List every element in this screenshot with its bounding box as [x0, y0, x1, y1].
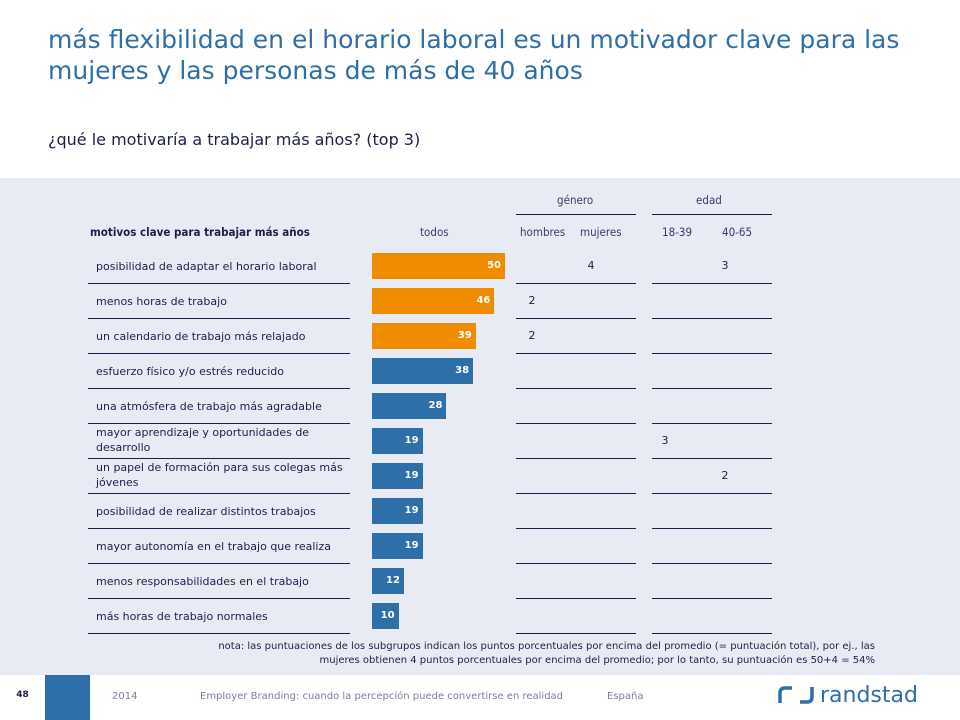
row-divider [652, 388, 772, 389]
row-divider [652, 353, 772, 354]
bar [372, 358, 474, 384]
bar-value-label: 28 [428, 400, 443, 411]
bar-value-label: 12 [385, 575, 400, 586]
header-row-label: motivos clave para trabajar más años [90, 225, 310, 239]
row-divider [88, 563, 350, 564]
subgroup-value-hombres: 2 [528, 294, 536, 307]
bar [372, 428, 423, 454]
row-divider [516, 423, 636, 424]
header-hombres: hombres [520, 225, 566, 239]
row-divider [516, 283, 636, 284]
bar-value-label: 50 [487, 260, 501, 271]
header-mujeres: mujeres [580, 225, 622, 239]
row-divider [652, 563, 772, 564]
bar [372, 533, 423, 559]
row-divider [652, 633, 772, 634]
row-divider [88, 633, 350, 634]
edad-divider [652, 214, 772, 215]
row-label: menos responsabilidades en el trabajo [96, 575, 309, 588]
row-divider [652, 283, 772, 284]
row-label: una atmósfera de trabajo más agradable [96, 400, 322, 413]
row-label: un calendario de trabajo más relajado [96, 330, 306, 343]
row-label: esfuerzo físico y/o estrés reducido [96, 365, 284, 378]
bar-value-label: 19 [404, 540, 419, 551]
question-subtitle: ¿qué le motivaría a trabajar más años? (… [48, 130, 421, 149]
row-divider [516, 388, 636, 389]
row-label: más horas de trabajo normales [96, 610, 268, 623]
footer [0, 675, 960, 720]
row-divider [88, 353, 350, 354]
row-divider [516, 458, 636, 459]
row-divider [516, 598, 636, 599]
subgroup-value-18-39: 3 [661, 434, 669, 447]
header-age-18-39: 18-39 [662, 225, 693, 239]
subgroup-value-40-65: 2 [721, 469, 729, 482]
bar-value-label: 10 [380, 610, 395, 621]
randstad-logo: randstad [778, 680, 918, 710]
row-divider [88, 598, 350, 599]
row-divider [88, 283, 350, 284]
header-edad: edad [696, 193, 722, 207]
row-divider [652, 318, 772, 319]
row-divider [88, 318, 350, 319]
brand-name: randstad [820, 682, 918, 708]
bar-value-label: 39 [457, 330, 472, 341]
footer-document-title: Employer Branding: cuando la percepción … [200, 691, 564, 702]
row-divider [652, 423, 772, 424]
row-divider [652, 493, 772, 494]
row-divider [88, 423, 350, 424]
bar-value-label: 46 [476, 295, 491, 306]
footer-accent-block [45, 675, 90, 720]
row-label: mayor aprendizaje y oportunidades de des… [96, 426, 310, 454]
row-label: mayor autonomía en el trabajo que realiz… [96, 540, 331, 553]
subgroup-value-mujeres: 4 [587, 259, 595, 272]
genero-divider [516, 214, 636, 215]
subgroup-value-hombres: 2 [528, 329, 536, 342]
row-divider [88, 458, 350, 459]
row-divider [652, 528, 772, 529]
footer-year: 2014 [112, 691, 138, 702]
row-divider [516, 563, 636, 564]
bar [372, 288, 495, 314]
row-label: posibilidad de realizar distintos trabaj… [96, 505, 316, 518]
row-divider [88, 528, 350, 529]
bar [372, 463, 423, 489]
row-divider [652, 598, 772, 599]
row-label: menos horas de trabajo [96, 295, 227, 308]
row-divider [516, 528, 636, 529]
header-todos: todos [420, 225, 449, 239]
header-age-40-65: 40-65 [722, 225, 753, 239]
bar-value-label: 19 [404, 435, 419, 446]
page-number: 48 [16, 690, 29, 700]
footnote: nota: las puntuaciones de los subgrupos … [218, 641, 875, 666]
bar [372, 498, 423, 524]
row-divider [516, 318, 636, 319]
randstad-mark-icon [778, 686, 814, 704]
footer-country: España [607, 691, 644, 702]
bar [372, 393, 447, 419]
subgroup-value-40-65: 3 [721, 259, 729, 272]
row-divider [88, 388, 350, 389]
row-divider [88, 493, 350, 494]
bar [372, 323, 476, 349]
bar-value-label: 19 [404, 470, 419, 481]
header-genero: género [557, 193, 594, 207]
row-label: posibilidad de adaptar el horario labora… [96, 260, 317, 273]
row-label: un papel de formación para sus colegas m… [96, 461, 343, 489]
bar [372, 603, 399, 629]
bar-value-label: 38 [455, 365, 470, 376]
bar-value-label: 19 [404, 505, 419, 516]
bar [372, 568, 404, 594]
row-divider [516, 493, 636, 494]
row-divider [516, 353, 636, 354]
page-title: más flexibilidad en el horario laboral e… [48, 25, 900, 85]
bar [372, 253, 505, 279]
row-divider [652, 458, 772, 459]
row-divider [516, 633, 636, 634]
